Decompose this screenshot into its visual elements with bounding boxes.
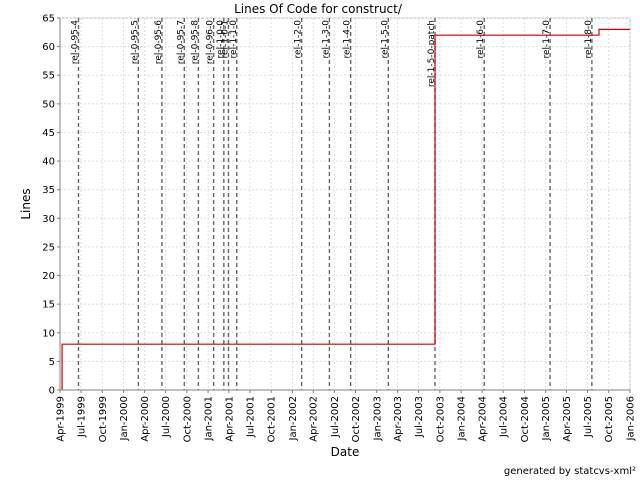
x-tick-label: Jul-2002 [330, 396, 341, 438]
x-tick-label: Jan-2004 [457, 396, 468, 441]
y-tick-label: 30 [42, 214, 55, 225]
y-tick-label: 65 [42, 14, 55, 25]
x-tick-label: Oct-2000 [182, 396, 193, 442]
x-tick-label: Jul-2005 [583, 396, 594, 438]
x-tick-label: Oct-2001 [267, 396, 278, 442]
tag-markers: rel-0-95-4 rel-0-95-5 rel-0-95-6 rel-0-95-7… [70, 18, 594, 390]
generator-credit: generated by statcvs-xml² [504, 466, 636, 477]
x-tick-label: Jan-2005 [541, 396, 552, 441]
x-tick-label: Jan-2000 [119, 396, 130, 441]
y-tick-label: 20 [42, 271, 55, 282]
y-tick-label: 0 [49, 386, 55, 397]
x-tick-label: Jan-2002 [288, 396, 299, 441]
y-tick-label: 45 [42, 128, 55, 139]
y-tick-label: 5 [49, 357, 55, 368]
y-tick-label: 15 [42, 300, 55, 311]
y-tick-label: 10 [42, 328, 55, 339]
tag-label: rel-1-5-0-patch [427, 20, 437, 87]
y-tick-label: 50 [42, 99, 55, 110]
x-tick-label: Jan-2003 [372, 396, 383, 441]
tag-label: rel-1-2-0 [294, 20, 304, 59]
x-tick-label: Apr-2001 [224, 396, 235, 442]
tag-label: rel-0-95-8 [190, 20, 200, 64]
tag-label: rel-1-6-0 [476, 20, 486, 59]
tag-label: rel-1-5-0 [380, 20, 390, 59]
tag-label: rel-1-7-0 [542, 20, 552, 59]
x-tick-label: Jul-2004 [499, 396, 510, 438]
y-axis-title: Lines [19, 188, 33, 219]
tag-label: rel-1-3-0 [321, 20, 331, 59]
x-tick-label: Jul-1999 [77, 396, 88, 438]
x-tick-label: Jul-2000 [161, 396, 172, 438]
x-tick-label: Oct-1999 [98, 396, 109, 442]
tag-label: rel-1-0-1 [220, 20, 230, 58]
y-tick-label: 60 [42, 42, 55, 53]
x-tick-label: Jan-2001 [204, 396, 215, 441]
tag-label: rel-0-95-6 [154, 20, 164, 64]
x-tick-label: Apr-1999 [56, 396, 67, 442]
x-tick-label: Apr-2000 [140, 396, 151, 442]
tag-label: rel-1-0-0 [216, 20, 226, 59]
tag-label: rel-1-4-0 [343, 20, 353, 59]
x-tick-label: Oct-2004 [520, 396, 531, 442]
x-axis-title: Date [331, 445, 360, 459]
tag-label: rel-0-95-4 [70, 20, 80, 64]
x-axis: Apr-1999 Jul-1999 Oct-1999 Jan-2000 Apr-2000… [56, 389, 637, 442]
tag-label: rel-0-95-5 [130, 20, 140, 64]
x-tick-label: Jul-2001 [245, 396, 256, 438]
y-axis: 0 5 10 15 20 25 30 35 40 45 50 55 60 65 [42, 14, 61, 397]
y-tick-label: 55 [42, 71, 55, 82]
plot-area [59, 17, 631, 391]
y-tick-label: 40 [42, 157, 55, 168]
grid [60, 17, 631, 390]
x-tick-label: Jan-2006 [626, 396, 637, 441]
x-tick-label: Apr-2004 [478, 396, 489, 442]
x-tick-label: Apr-2002 [309, 396, 320, 442]
tag-label: rel-1-1-0 [229, 20, 239, 59]
tag-label: rel-0-95-7 [176, 20, 186, 64]
tag-label: rel-0-96-0 [206, 20, 216, 64]
x-tick-label: Oct-2003 [435, 396, 446, 442]
lines-series [61, 28, 630, 390]
tag-label: rel-1-8-0 [584, 20, 594, 59]
y-tick-label: 35 [42, 185, 55, 196]
x-tick-label: Apr-2003 [393, 396, 404, 442]
x-tick-label: Apr-2005 [562, 396, 573, 442]
x-tick-label: Jul-2003 [414, 396, 425, 438]
chart-title: Lines Of Code for construct/ [234, 2, 403, 16]
y-tick-label: 25 [42, 242, 55, 253]
x-tick-label: Oct-2005 [604, 396, 615, 442]
x-tick-label: Oct-2002 [351, 396, 362, 442]
